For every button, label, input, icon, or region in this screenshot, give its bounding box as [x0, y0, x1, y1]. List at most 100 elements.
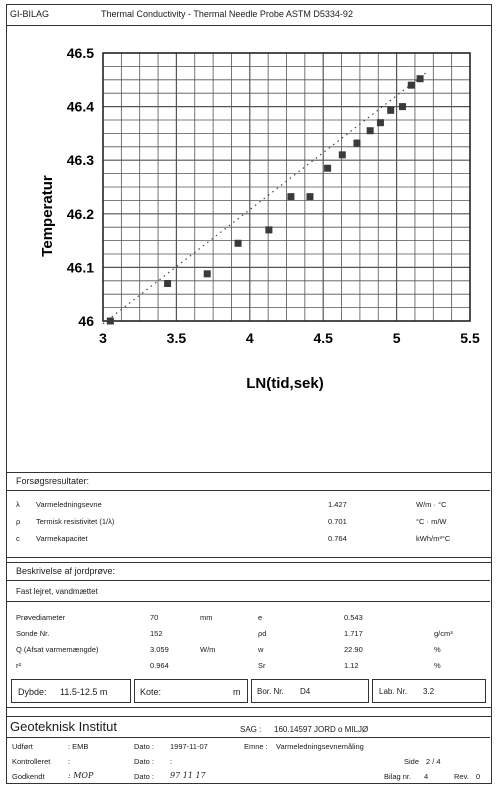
bor-box: Bor. Nr. D4: [251, 679, 369, 703]
results-section: Forsøgsresultater: λ Varmeledningsevne 1.4…: [6, 472, 492, 558]
trend-line: [102, 72, 427, 325]
bor-value: D4: [300, 687, 311, 696]
kote-box: Kote: m: [134, 679, 248, 703]
page-title: Thermal Conductivity - Thermal Needle Pr…: [101, 9, 353, 19]
dato-label-3: Dato :: [134, 772, 155, 781]
depth-box: Dybde: 11.5-12.5 m: [11, 679, 131, 703]
dato-value-3: 97 11 17: [170, 771, 206, 780]
results-heading: Forsøgsresultater:: [16, 476, 90, 486]
godkendt-signature: : MOP: [68, 771, 94, 780]
sag-value: 160.14597 JORD o MILJØ: [274, 725, 369, 734]
y-tick-label: 46.1: [67, 259, 94, 275]
soil-right-unit: g/cm³: [434, 629, 453, 638]
soil-right-value: 0.543: [344, 613, 363, 622]
data-point: [265, 226, 273, 234]
data-point: [203, 270, 211, 278]
bilag-value: 4: [424, 772, 429, 781]
rev-value: 0: [476, 772, 481, 781]
result-value: 0.764: [328, 534, 347, 543]
y-tick-label: 46.5: [67, 45, 94, 61]
soil-description: Fast lejret, vandmættet: [16, 587, 98, 596]
data-point: [106, 317, 114, 325]
data-point: [376, 119, 384, 127]
result-label: Varmeledningsevne: [36, 500, 102, 509]
soil-left-label: Q (Afsat varmemængde): [16, 645, 99, 654]
dato-label-2: Dato :: [134, 757, 155, 766]
result-value: 0.701: [328, 517, 347, 526]
soil-left-label: Sonde Nr.: [16, 629, 50, 638]
kontrolleret-value: :: [68, 757, 71, 766]
footer-section: Geoteknisk Institut SAG : 160.14597 JORD…: [6, 716, 492, 784]
y-tick-label: 46.3: [67, 152, 94, 168]
y-axis-label: Temperatur: [39, 175, 56, 257]
soil-right-label: e: [258, 613, 263, 622]
page-frame: [6, 4, 492, 784]
x-tick-label: 4.5: [313, 330, 333, 346]
data-point: [366, 127, 374, 135]
sag-label: SAG :: [240, 725, 262, 734]
trendline: [102, 72, 427, 325]
x-axis-label: LN(tid,sek): [246, 375, 324, 392]
y-tick-labels: 46 46.1 46.2 46.3 46.4 46.5: [67, 45, 94, 329]
kote-unit: m: [233, 687, 241, 697]
soil-left-unit: mm: [200, 613, 213, 622]
company-code: GI-BILAG: [10, 9, 50, 19]
side-label: Side: [404, 757, 420, 766]
soil-right-value: 1.717: [344, 629, 363, 638]
data-point: [353, 139, 361, 147]
result-label: Termisk resistivitet (1/λ): [36, 517, 115, 526]
udfort-value: : EMB: [68, 742, 89, 751]
x-tick-label: 4: [246, 330, 254, 346]
depth-label: Dybde:: [18, 687, 47, 697]
kote-label: Kote:: [140, 687, 162, 697]
plot-border: [102, 52, 471, 322]
soil-left-label: r²: [16, 661, 21, 670]
x-tick-label: 3: [99, 330, 107, 346]
kontrolleret-label: Kontrolleret: [12, 757, 51, 766]
x-tick-labels: 3 3.5 4 4.5 5 5.5: [99, 330, 480, 346]
thermal-chart: 3 3.5 4 4.5 5 5.5 46 46.1 46.2 46.3 46.4 46.5 LN(t…: [39, 45, 480, 392]
institute-name: Geoteknisk Institut: [10, 719, 117, 734]
lab-box: Lab. Nr. 3.2: [372, 679, 486, 703]
lab-label: Lab. Nr.: [379, 687, 408, 696]
result-unit: kWh/m³°C: [416, 534, 451, 543]
soil-right-unit: %: [434, 645, 441, 654]
data-point: [306, 193, 314, 201]
x-tick-label: 5: [393, 330, 401, 346]
result-label: Varmekapacitet: [36, 534, 88, 543]
data-point: [416, 75, 424, 83]
dato-value-2: :: [170, 757, 173, 766]
result-unit: W/m · °C: [416, 500, 447, 509]
rev-label: Rev.: [454, 772, 469, 781]
soil-right-label: Sr: [258, 661, 266, 670]
depth-value: 11.5-12.5 m: [60, 687, 108, 697]
y-tick-label: 46: [78, 313, 94, 329]
chart-grid: [102, 52, 471, 322]
lab-value: 3.2: [423, 687, 435, 696]
y-tick-label: 46.4: [67, 99, 94, 115]
dato-value-1: 1997-11-07: [170, 742, 208, 751]
bilag-label: Bilag nr.: [384, 772, 412, 781]
x-tick-label: 3.5: [167, 330, 187, 346]
soil-left-label: Prøvediameter: [16, 613, 66, 622]
y-tick-label: 46.2: [67, 206, 94, 222]
soil-left-value: 3.059: [150, 645, 169, 654]
soil-right-value: 1.12: [344, 661, 359, 670]
soil-right-value: 22.90: [344, 645, 363, 654]
godkendt-label: Godkendt: [12, 772, 45, 781]
result-value: 1.427: [328, 500, 347, 509]
data-point: [287, 193, 295, 201]
soil-left-unit: W/m: [200, 645, 216, 654]
data-point: [407, 81, 415, 89]
data-point: [338, 151, 346, 159]
emne-value: Varmeledningsevnemåling: [276, 742, 364, 751]
result-symbol: ρ: [16, 517, 21, 526]
result-symbol: c: [16, 534, 20, 543]
data-point: [234, 239, 242, 247]
data-point: [164, 279, 172, 287]
soil-right-unit: %: [434, 661, 441, 670]
udfort-label: Udført: [12, 742, 33, 751]
data-point: [324, 164, 332, 172]
x-tick-label: 5.5: [460, 330, 480, 346]
side-value: 2 / 4: [426, 757, 441, 766]
